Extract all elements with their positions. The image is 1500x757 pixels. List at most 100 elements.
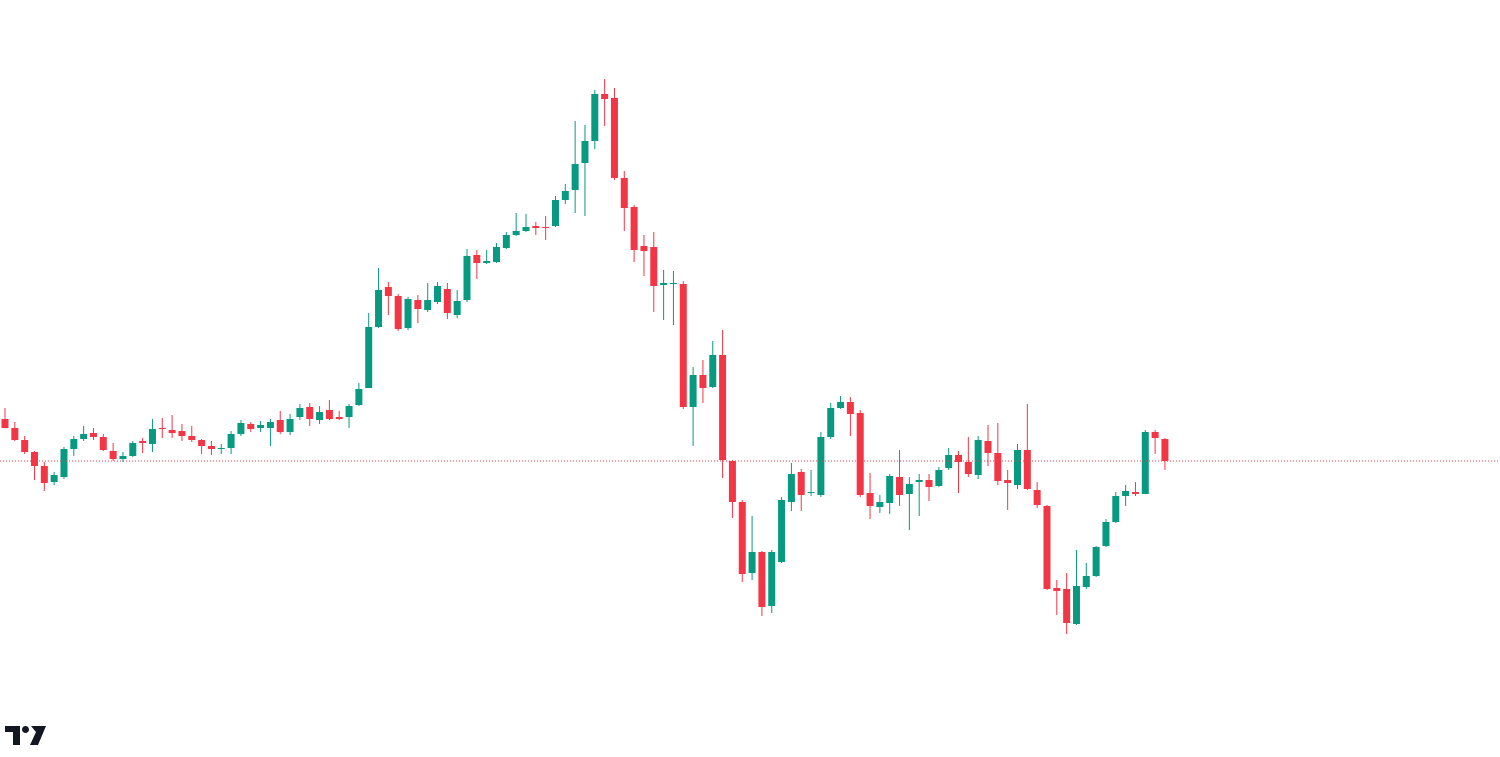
candle-body [60,449,68,477]
candle-body [463,256,471,300]
logo-v [30,726,46,745]
candle-body [866,493,874,506]
candle-body [935,470,943,486]
candle-body [974,440,982,475]
candle-body [384,287,392,296]
candle-body [532,226,540,228]
candle-body [728,461,736,502]
candle-body [99,437,107,450]
candle-body [512,231,520,235]
candle-body [178,431,186,436]
candle-body [994,453,1002,481]
candle-body [188,436,196,440]
candle-body [1053,588,1061,591]
candle-body [1141,432,1149,494]
candle-body [620,178,628,208]
candle-body [669,283,677,284]
candle-body [876,502,884,507]
candle-body [719,355,727,460]
candle-body [1151,432,1159,438]
candle-body [434,286,442,302]
candle-body [807,492,815,493]
candle-body [915,480,923,482]
candle-body [610,98,618,178]
candle-body [207,446,215,449]
candle-body [817,437,825,495]
candle-body [856,413,864,495]
candle-body [424,300,432,310]
candle-body [1102,522,1110,546]
candle-body [375,290,383,327]
candle-body [748,552,756,573]
candle-body [394,296,402,329]
candle-body [345,406,353,417]
candle-body [257,425,265,428]
candle-body [561,191,569,200]
candle-body [1063,589,1071,623]
candle-body [50,475,58,482]
candle-body [30,452,38,466]
candle-body [276,420,284,432]
candle-body [227,434,235,448]
candle-body [414,300,422,309]
candle-body [1122,491,1130,496]
candle-body [640,246,648,251]
candle-body [679,284,687,407]
candle-body [955,455,963,462]
candle-body [306,407,314,419]
candle-body [316,412,324,420]
candle-body [964,462,972,474]
candle-body [129,443,137,456]
candle-body [738,502,746,574]
candle-body [148,429,156,444]
candle-body [660,283,668,285]
candle-body [630,207,638,250]
candle-body [1043,506,1051,589]
logo [5,726,46,745]
candle-body [551,200,559,226]
candle-body [11,428,19,440]
candle-body [217,448,225,449]
candle-body [1013,450,1021,485]
candle-body [70,439,78,449]
candle-body [443,289,451,313]
candle-body [827,408,835,437]
candle-body [502,235,510,248]
candle-body [571,164,579,190]
candle-body [581,141,589,163]
candle-body [778,500,786,562]
candle-body [1131,492,1139,494]
candle-body [1033,490,1041,505]
candle-body [1023,450,1031,489]
candle-body [40,466,48,483]
candles [1,79,1169,634]
candle-body [846,402,854,414]
candle-body [896,477,904,495]
candle-body [787,474,795,502]
candle-body [139,441,147,443]
candle-body [709,355,717,387]
logo-dot [22,726,29,733]
candle-body [365,327,373,388]
candle-body [198,440,206,446]
candle-body [237,423,245,434]
candle-body [542,227,550,228]
candle-body [89,433,97,437]
candle-body [80,434,88,439]
candle-body [522,227,530,231]
candle-body [797,472,805,495]
candle-body [886,476,894,503]
candle-body [699,375,707,388]
candle-body [591,94,599,141]
candle-body [689,375,697,407]
candle-body [296,408,304,417]
logo-t [5,726,20,745]
candle-body [109,451,117,459]
candle-body [325,410,333,419]
candle-body [1112,496,1120,522]
candle-body [601,94,609,99]
candle-body [1,419,9,428]
candle-body [1092,547,1100,576]
